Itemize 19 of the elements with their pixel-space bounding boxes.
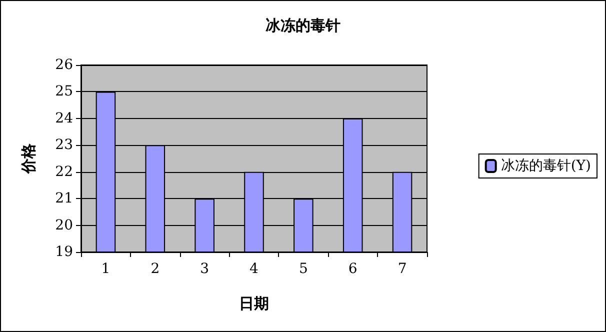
x-tick-label: 7: [398, 261, 407, 277]
y-tick-label: 20: [55, 217, 73, 234]
x-tick-label: 2: [150, 261, 160, 277]
y-tick-label: 23: [55, 137, 73, 154]
y-tick-label: 26: [55, 57, 74, 73]
y-tick-label: 21: [55, 190, 73, 207]
y-tick-label: 24: [55, 110, 74, 126]
x-tick-label: 3: [200, 261, 210, 277]
y-tick-label: 19: [55, 244, 73, 260]
legend-label: 冰冻的毒针(Y): [500, 158, 592, 174]
x-tick-label: 4: [250, 261, 259, 277]
x-axis-title: 日期: [239, 294, 269, 312]
y-axis-title: 价格: [20, 142, 38, 174]
x-tick-label: 6: [348, 261, 358, 277]
chart-title: 冰冻的毒针: [266, 16, 340, 34]
x-tick-label: 1: [101, 261, 110, 277]
y-tick-label: 22: [55, 164, 73, 180]
x-tick-label: 5: [298, 261, 308, 277]
y-tick-label: 25: [55, 84, 73, 100]
